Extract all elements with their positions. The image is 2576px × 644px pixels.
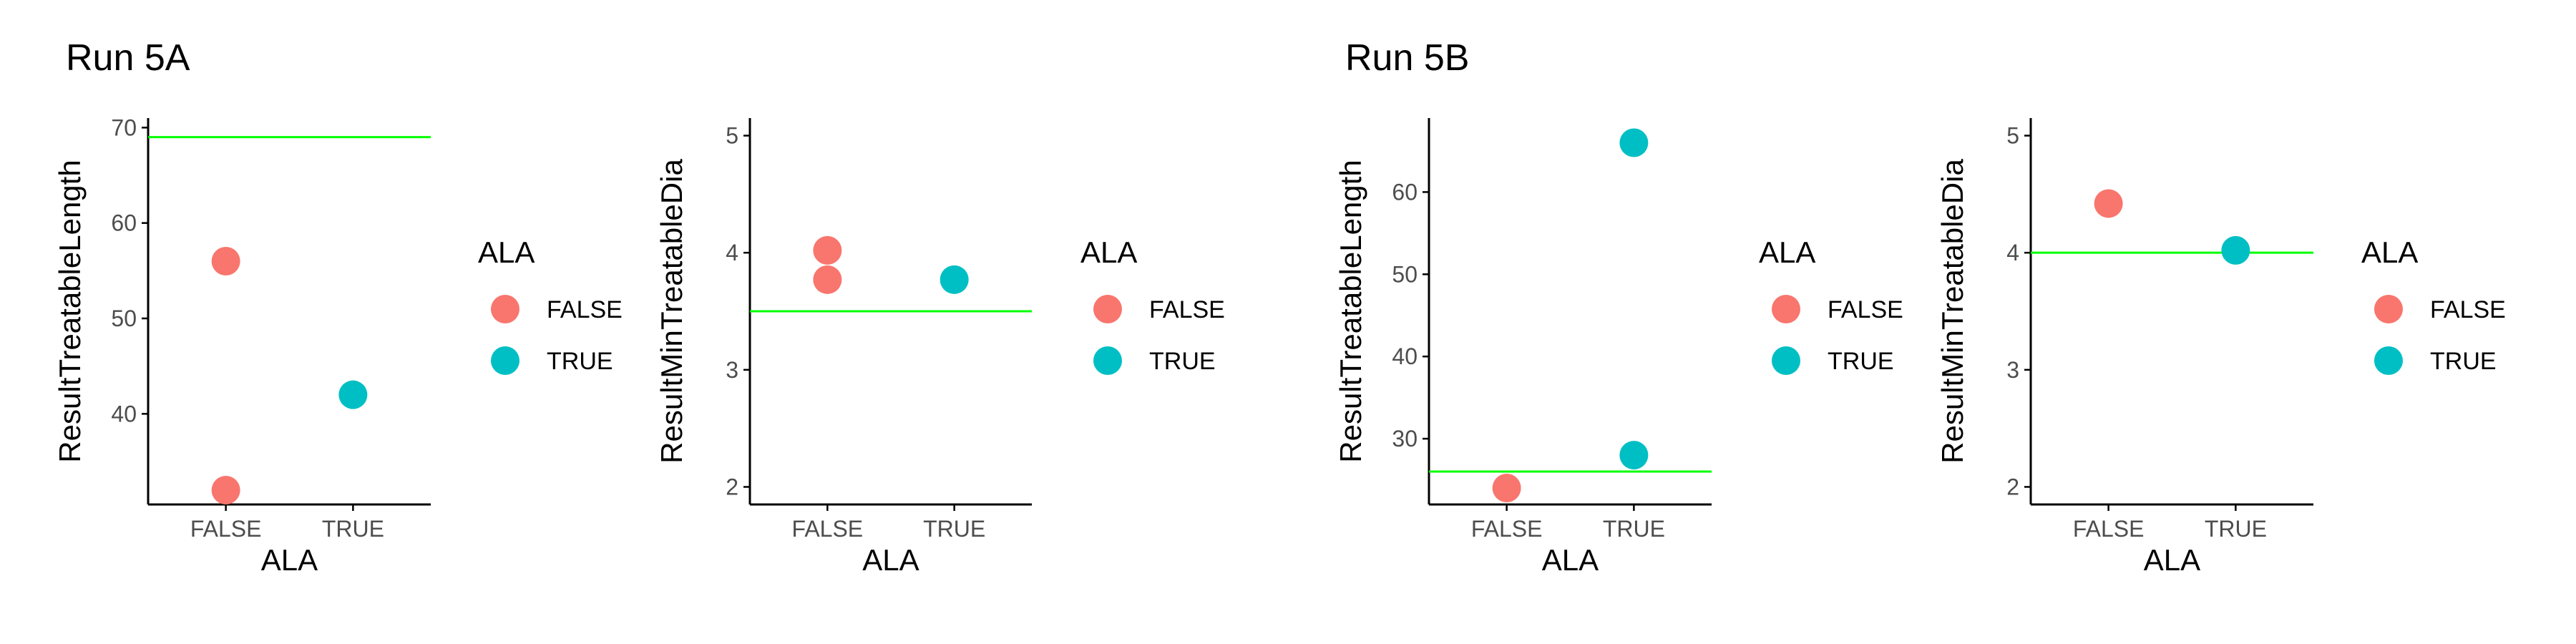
legend-label-true: TRUE [1828, 348, 1894, 375]
legend-key-false [1772, 295, 1800, 323]
y-tick-label: 60 [111, 210, 137, 236]
x-axis-title: ALA [261, 543, 318, 577]
y-tick-label: 50 [111, 306, 137, 331]
legend: ALA FALSE TRUE [478, 235, 623, 375]
run-5a-title: Run 5A [66, 37, 190, 79]
y-tick-label: 70 [111, 114, 137, 140]
legend-label-false: FALSE [1149, 296, 1225, 323]
y-tick-label: 60 [1392, 179, 1418, 205]
legend-key-true [2374, 346, 2403, 375]
legend-key-false [1093, 295, 1122, 323]
legend: ALA FALSE TRUE [1080, 235, 1225, 375]
legend-title: ALA [1080, 235, 1137, 269]
run-5b-title: Run 5B [1345, 37, 1470, 79]
y-tick-label: 3 [726, 357, 738, 383]
legend: ALA FALSE TRUE [2361, 235, 2506, 375]
x-tick-label: FALSE [190, 516, 262, 542]
legend: ALA FALSE TRUE [1759, 235, 1903, 375]
x-tick-label: TRUE [1603, 516, 1665, 542]
data-point-false [1492, 474, 1521, 503]
data-point-true [338, 380, 368, 409]
y-tick-label: 3 [2006, 357, 2019, 383]
y-axis-title: ResultTreatableLength [1334, 160, 1367, 462]
legend-key-false [491, 295, 519, 323]
y-axis-title: ResultMinTreatableDia [655, 159, 688, 464]
y-axis-title: ResultMinTreatableDia [1936, 159, 1969, 464]
legend-label-false: FALSE [1828, 296, 1903, 323]
data-point-true [940, 265, 969, 294]
legend-label-true: TRUE [2430, 348, 2497, 375]
legend-key-true [1772, 346, 1800, 375]
y-tick-label: 2 [726, 474, 738, 499]
legend-title: ALA [1759, 235, 1815, 269]
legend-key-true [1093, 346, 1122, 375]
y-tick-label: 2 [2006, 474, 2019, 499]
y-tick-label: 5 [2006, 123, 2019, 149]
x-tick-label: TRUE [2205, 516, 2267, 542]
legend-key-false [2374, 295, 2403, 323]
y-tick-label: 4 [726, 240, 738, 265]
data-point-true [1619, 441, 1649, 470]
data-point-false [813, 235, 842, 265]
data-point-true [1619, 128, 1649, 157]
x-tick-label: FALSE [1471, 516, 1543, 542]
y-axis-title: ResultTreatableLength [53, 160, 87, 462]
x-axis-title: ALA [2144, 543, 2200, 577]
legend-label-false: FALSE [547, 296, 623, 323]
y-tick-label: 30 [1392, 426, 1418, 452]
data-point-false [211, 476, 240, 504]
data-point-true [2221, 235, 2250, 265]
legend-label-false: FALSE [2430, 296, 2506, 323]
x-tick-label: FALSE [792, 516, 864, 542]
x-axis-title: ALA [862, 543, 919, 577]
y-tick-label: 5 [726, 123, 738, 149]
run-titles: Run 5A Run 5B [0, 0, 2576, 143]
y-tick-label: 4 [2006, 240, 2019, 265]
data-point-false [211, 247, 240, 275]
data-point-false [813, 265, 842, 294]
x-axis-title: ALA [1542, 543, 1599, 577]
x-tick-label: TRUE [923, 516, 985, 542]
legend-label-true: TRUE [547, 348, 613, 375]
data-point-false [2094, 189, 2123, 218]
y-tick-label: 40 [1392, 343, 1418, 369]
legend-title: ALA [2361, 235, 2418, 269]
x-tick-label: TRUE [322, 516, 384, 542]
legend-label-true: TRUE [1149, 348, 1216, 375]
legend-title: ALA [478, 235, 535, 269]
x-tick-label: FALSE [2073, 516, 2145, 542]
y-tick-label: 50 [1392, 261, 1418, 287]
y-tick-label: 40 [111, 401, 137, 426]
legend-key-true [491, 346, 519, 375]
